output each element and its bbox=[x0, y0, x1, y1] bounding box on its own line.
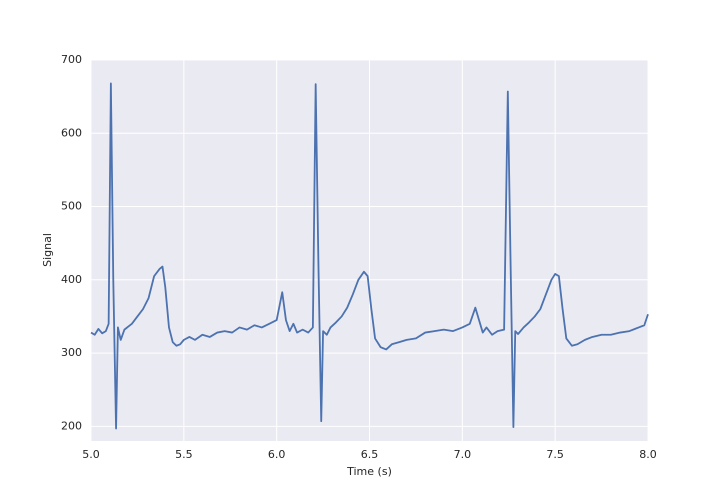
x-tick-label: 5.0 bbox=[82, 448, 100, 461]
x-tick-label: 5.5 bbox=[175, 448, 193, 461]
signal-line bbox=[90, 82, 649, 430]
y-tick-label: 700 bbox=[61, 53, 82, 66]
y-tick-label: 200 bbox=[61, 419, 82, 432]
y-axis-label: Signal bbox=[41, 233, 54, 267]
y-tick-label: 500 bbox=[61, 200, 82, 213]
y-tick-label: 400 bbox=[61, 273, 82, 286]
y-tick-label: 300 bbox=[61, 346, 82, 359]
x-axis-label: Time (s) bbox=[346, 465, 392, 478]
x-tick-label: 8.0 bbox=[639, 448, 657, 461]
y-tick-label: 600 bbox=[61, 126, 82, 139]
x-tick-label: 7.0 bbox=[454, 448, 472, 461]
x-tick-label: 6.5 bbox=[361, 448, 379, 461]
x-tick-label: 7.5 bbox=[546, 448, 564, 461]
x-tick-label: 6.0 bbox=[268, 448, 286, 461]
